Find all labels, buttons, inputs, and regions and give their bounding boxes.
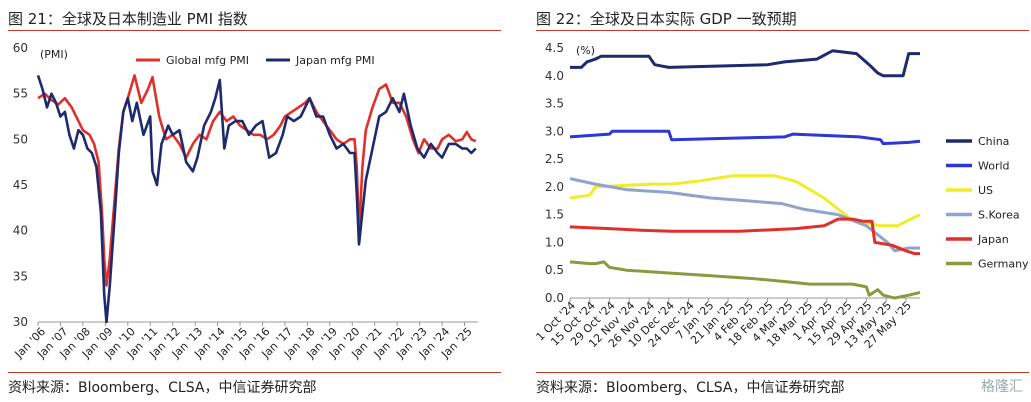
series-line-world [569, 129, 921, 146]
watermark-logo: 格隆汇 [981, 379, 1023, 395]
y-tick-label-2: 1.0 [545, 235, 564, 249]
left-title-rule [8, 30, 501, 31]
y-tick-label-0: 30 [13, 315, 28, 329]
y-tick-label-5: 2.5 [545, 152, 564, 166]
unit-label: (%) [576, 44, 595, 57]
unit-label: (PMI) [40, 48, 68, 61]
legend-label-0: Global mfg PMI [166, 54, 249, 67]
series-line-china [570, 49, 920, 78]
legend-label-5: Germany [978, 258, 1029, 271]
right-panel: 图 22：全球及日本实际 GDP 一致预期 0.0 0.5 1.0 1.5 2.0 2.5… [528, 0, 1031, 402]
y-tick-label-1: 35 [13, 269, 28, 283]
right-title-rule [536, 30, 1029, 31]
right-figure-title: 图 22：全球及日本实际 GDP 一致预期 [536, 10, 797, 28]
legend-label-1: World [978, 160, 1010, 173]
y-tick-label-5: 55 [13, 87, 28, 101]
y-tick-label-6: 3.0 [545, 124, 564, 138]
left-source-rule [8, 372, 501, 373]
left-figure-title: 图 21：全球及日本制造业 PMI 指数 [8, 10, 248, 28]
series-line-japan [569, 217, 920, 256]
legend-label-0: China [978, 135, 1009, 148]
y-tick-label-3: 45 [13, 178, 28, 192]
y-tick-label-4: 2.0 [545, 180, 564, 194]
series-line-germany [569, 260, 921, 300]
legend-label-2: US [978, 184, 993, 197]
series-line-s-korea [569, 177, 920, 253]
right-gdp-chart: 0.00.51.01.52.02.53.03.54.04.51 Oct '241… [534, 41, 1030, 351]
legend-label-1: Japan mfg PMI [295, 54, 375, 67]
y-tick-label-8: 4.0 [545, 69, 564, 83]
series-line-japan-mfg-pmi [36, 74, 477, 324]
right-source-note: 资料来源：Bloomberg、CLSA，中信证券研究部 [536, 380, 845, 396]
legend-label-4: Japan [977, 233, 1009, 246]
legend-label-3: S.Korea [978, 209, 1020, 222]
y-tick-label-0: 0.0 [545, 291, 564, 305]
y-tick-label-4: 50 [13, 132, 28, 146]
series-line-global-mfg-pmi [37, 74, 477, 287]
series-line-us [569, 174, 921, 228]
y-tick-label-7: 3.5 [545, 97, 564, 111]
left-source-note: 资料来源：Bloomberg、CLSA，中信证券研究部 [8, 380, 317, 396]
y-tick-label-3: 1.5 [545, 208, 564, 222]
left-panel: 图 21：全球及日本制造业 PMI 指数 30 35 40 45 50 55 60 Jan '… [0, 0, 503, 402]
y-tick-label-6: 60 [13, 41, 28, 55]
right-source-rule [536, 372, 1029, 373]
y-tick-label-9: 4.5 [545, 41, 564, 55]
y-tick-label-1: 0.5 [545, 263, 564, 277]
y-tick-label-2: 40 [13, 224, 28, 238]
